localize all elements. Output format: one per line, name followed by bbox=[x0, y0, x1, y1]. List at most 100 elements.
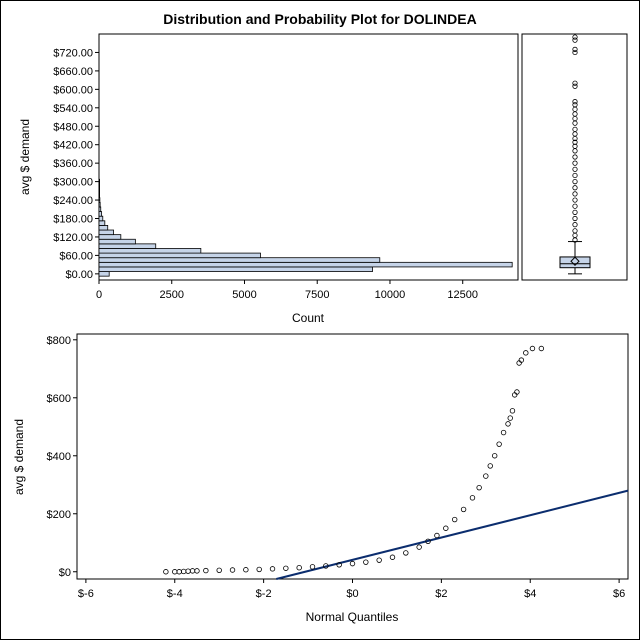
boxplot-outlier bbox=[572, 203, 578, 209]
qq-point bbox=[389, 554, 396, 560]
qq-point bbox=[309, 564, 316, 570]
boxplot-marks bbox=[559, 34, 591, 275]
histogram-y-tick-label: $600.00 bbox=[53, 84, 93, 96]
histogram-x-tick-label: 5000 bbox=[232, 289, 256, 301]
boxplot-outlier bbox=[572, 143, 578, 149]
histogram-x-tick-label: 2500 bbox=[160, 289, 184, 301]
qq-y-tick-label: $0 bbox=[59, 567, 71, 579]
qq-x-label: Normal Quantiles bbox=[306, 610, 399, 624]
boxplot-outlier bbox=[572, 80, 578, 86]
figure-title: Distribution and Probability Plot for DO… bbox=[163, 11, 476, 27]
histogram-frame bbox=[98, 33, 519, 281]
histogram-bar bbox=[98, 257, 381, 263]
qq-frame bbox=[76, 333, 629, 580]
histogram-bar bbox=[98, 271, 110, 277]
histogram-y-tick-label: $660.00 bbox=[53, 66, 93, 78]
boxplot-outlier bbox=[572, 99, 578, 105]
histogram-bar bbox=[98, 201, 101, 208]
boxplot-outlier bbox=[572, 232, 578, 239]
qq-plot-panel: $0 $200 $400 $600 $800 $-6 $-4 $-2 $0 $2 $4 $6 Nor… bbox=[12, 333, 629, 624]
boxplot-outlier bbox=[572, 106, 578, 112]
histogram-x-tick-label: 0 bbox=[96, 289, 102, 301]
boxplot-outlier bbox=[572, 228, 578, 234]
qq-point bbox=[216, 567, 222, 574]
boxplot-outlier bbox=[572, 46, 578, 52]
boxplot-box bbox=[559, 256, 591, 269]
qq-point bbox=[336, 562, 342, 568]
boxplot-panel bbox=[521, 33, 628, 281]
qq-y-label: avg $ demand bbox=[12, 419, 26, 495]
histogram-bar bbox=[98, 234, 122, 240]
qq-point bbox=[491, 453, 498, 459]
boxplot-outlier bbox=[572, 172, 578, 179]
histogram-bar bbox=[98, 197, 101, 203]
qq-point bbox=[434, 532, 440, 539]
histogram-x-label: Count bbox=[292, 311, 325, 325]
qq-point bbox=[185, 568, 191, 574]
qq-point bbox=[229, 567, 236, 573]
qq-point bbox=[176, 569, 182, 575]
boxplot-frame bbox=[521, 33, 628, 281]
histogram-bar bbox=[98, 211, 103, 217]
qq-point bbox=[523, 350, 529, 356]
qq-point bbox=[514, 389, 520, 395]
boxplot-outlier bbox=[572, 115, 578, 122]
qq-point bbox=[269, 566, 276, 572]
qq-x-tick-label: $4 bbox=[524, 588, 536, 600]
qq-point bbox=[507, 415, 513, 421]
histogram-bar bbox=[98, 206, 102, 212]
boxplot-outlier bbox=[572, 197, 578, 203]
boxplot-outlier bbox=[572, 131, 578, 137]
histogram-bar bbox=[98, 229, 114, 236]
histogram-y-axis: $0.00 $60.00 $120.00 $180.00 $240.00 $300.00 $… bbox=[53, 47, 99, 281]
histogram-y-tick-label: $180.00 bbox=[53, 214, 93, 226]
qq-points bbox=[163, 345, 545, 575]
qq-y-tick-label: $200 bbox=[47, 509, 71, 521]
boxplot-outlier bbox=[572, 215, 578, 222]
boxplot-outlier bbox=[572, 154, 578, 160]
histogram-bar bbox=[98, 192, 101, 199]
histogram-bar bbox=[98, 248, 202, 254]
histogram-bar bbox=[98, 252, 261, 259]
qq-point bbox=[509, 408, 516, 414]
qq-point bbox=[443, 525, 449, 531]
qq-point bbox=[518, 357, 525, 363]
boxplot-outlier bbox=[572, 191, 578, 197]
boxplot-outlier bbox=[572, 160, 578, 166]
histogram-bar bbox=[98, 183, 101, 189]
qq-point bbox=[163, 569, 169, 575]
histogram-y-tick-label: $720.00 bbox=[53, 47, 93, 59]
qq-point bbox=[403, 550, 409, 556]
qq-point bbox=[538, 345, 545, 352]
boxplot-outlier bbox=[572, 126, 578, 132]
histogram-y-tick-label: $480.00 bbox=[53, 121, 93, 133]
qq-point bbox=[460, 506, 467, 513]
histogram-bar bbox=[98, 243, 157, 249]
qq-y-tick-label: $800 bbox=[47, 335, 71, 347]
boxplot-outlier bbox=[572, 102, 578, 108]
histogram-bar bbox=[98, 225, 109, 231]
boxplot-outlier bbox=[572, 83, 578, 89]
histogram-bar bbox=[98, 238, 136, 245]
qq-point bbox=[172, 569, 178, 575]
histogram-y-tick-label: $300.00 bbox=[53, 177, 93, 189]
histogram-bar bbox=[98, 215, 104, 222]
qq-point bbox=[496, 441, 502, 447]
boxplot-outlier bbox=[572, 111, 578, 117]
qq-point bbox=[296, 564, 302, 571]
boxplot-outlier bbox=[572, 37, 578, 43]
qq-x-tick-label: $2 bbox=[435, 588, 447, 600]
qq-point bbox=[194, 568, 200, 574]
qq-point bbox=[425, 538, 431, 545]
histogram-x-tick-label: 7500 bbox=[305, 289, 329, 301]
histogram-x-tick-label: 10000 bbox=[375, 289, 406, 301]
histogram-y-tick-label: $540.00 bbox=[53, 103, 93, 115]
qq-point bbox=[529, 345, 536, 352]
histogram-y-tick-label: $0.00 bbox=[65, 269, 93, 281]
qq-x-tick-label: $-6 bbox=[78, 588, 94, 600]
qq-point bbox=[243, 567, 249, 573]
qq-y-tick-label: $400 bbox=[47, 451, 71, 463]
histogram-bar bbox=[98, 266, 373, 272]
histogram-y-tick-label: $360.00 bbox=[53, 158, 93, 170]
